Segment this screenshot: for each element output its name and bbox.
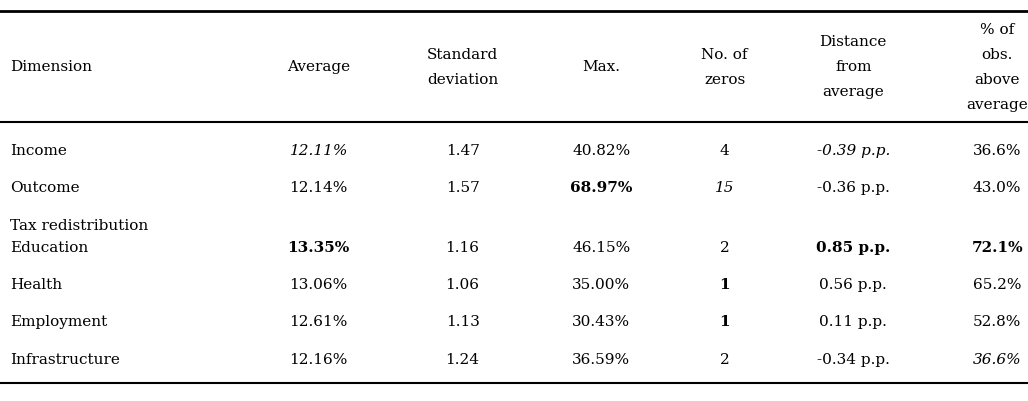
Text: deviation: deviation (427, 73, 499, 87)
Text: Income: Income (10, 144, 67, 157)
Text: 0.85 p.p.: 0.85 p.p. (816, 240, 890, 254)
Text: % of: % of (980, 23, 1015, 37)
Text: 12.61%: 12.61% (290, 315, 347, 328)
Text: 1: 1 (720, 277, 730, 291)
Text: 36.6%: 36.6% (972, 352, 1022, 366)
Text: Tax redistribution: Tax redistribution (10, 218, 148, 232)
Text: zeros: zeros (704, 73, 745, 87)
Text: 1.06: 1.06 (445, 277, 480, 291)
Text: 2: 2 (720, 352, 730, 366)
Text: 65.2%: 65.2% (972, 277, 1022, 291)
Text: 15: 15 (715, 181, 734, 194)
Text: 0.56 p.p.: 0.56 p.p. (819, 277, 887, 291)
Text: Employment: Employment (10, 315, 108, 328)
Text: Average: Average (287, 60, 351, 74)
Text: 40.82%: 40.82% (573, 144, 630, 157)
Text: above: above (975, 73, 1020, 87)
Text: 36.59%: 36.59% (573, 352, 630, 366)
Text: Max.: Max. (583, 60, 620, 74)
Text: -0.34 p.p.: -0.34 p.p. (817, 352, 889, 366)
Text: 12.11%: 12.11% (290, 144, 347, 157)
Text: Infrastructure: Infrastructure (10, 352, 120, 366)
Text: 13.35%: 13.35% (288, 240, 350, 254)
Text: -0.39 p.p.: -0.39 p.p. (816, 144, 890, 157)
Text: 1.16: 1.16 (445, 240, 480, 254)
Text: obs.: obs. (982, 48, 1013, 62)
Text: 72.1%: 72.1% (971, 240, 1023, 254)
Text: Standard: Standard (427, 48, 499, 62)
Text: 2: 2 (720, 240, 730, 254)
Text: Dimension: Dimension (10, 60, 93, 74)
Text: average: average (822, 85, 884, 99)
Text: 12.16%: 12.16% (290, 352, 347, 366)
Text: 30.43%: 30.43% (573, 315, 630, 328)
Text: Health: Health (10, 277, 63, 291)
Text: Outcome: Outcome (10, 181, 80, 194)
Text: from: from (835, 60, 872, 74)
Text: 36.6%: 36.6% (972, 144, 1022, 157)
Text: -0.36 p.p.: -0.36 p.p. (817, 181, 889, 194)
Text: 12.14%: 12.14% (290, 181, 347, 194)
Text: 1.57: 1.57 (446, 181, 479, 194)
Text: 1.24: 1.24 (445, 352, 480, 366)
Text: 43.0%: 43.0% (972, 181, 1022, 194)
Text: 4: 4 (720, 144, 730, 157)
Text: 52.8%: 52.8% (972, 315, 1022, 328)
Text: 1.13: 1.13 (446, 315, 479, 328)
Text: No. of: No. of (701, 48, 748, 62)
Text: 68.97%: 68.97% (571, 181, 632, 194)
Text: 13.06%: 13.06% (290, 277, 347, 291)
Text: Distance: Distance (819, 35, 887, 49)
Text: Education: Education (10, 240, 88, 254)
Text: average: average (966, 97, 1028, 111)
Text: 1.47: 1.47 (446, 144, 479, 157)
Text: 1: 1 (720, 315, 730, 328)
Text: 0.11 p.p.: 0.11 p.p. (819, 315, 887, 328)
Text: 46.15%: 46.15% (573, 240, 630, 254)
Text: 35.00%: 35.00% (573, 277, 630, 291)
